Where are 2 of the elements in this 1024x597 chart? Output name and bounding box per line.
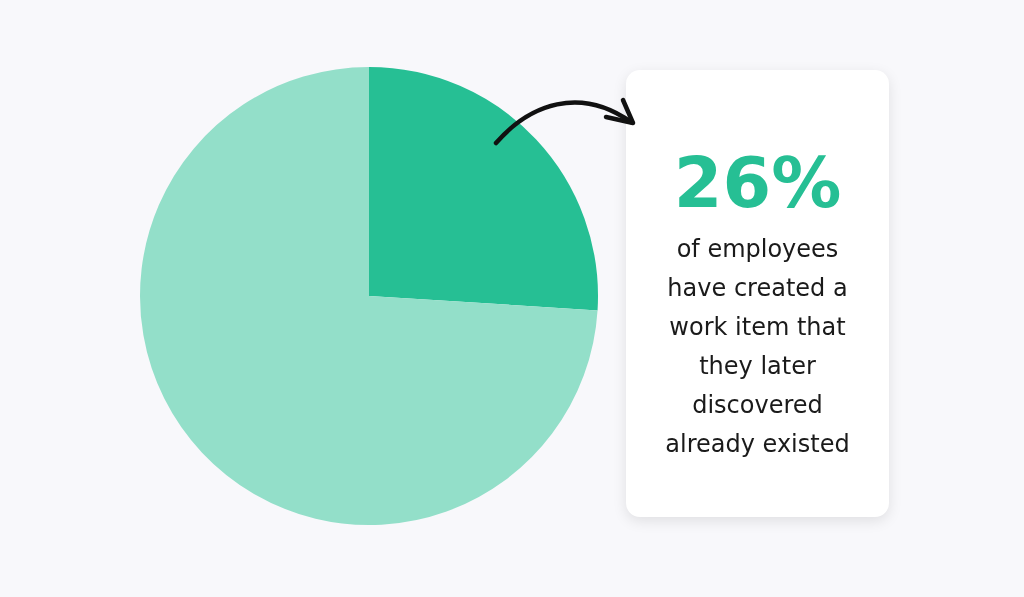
text: of employees have created a work item that they later discovered already existed — [664, 234, 851, 460]
data-label: 26% — [672, 142, 843, 224]
